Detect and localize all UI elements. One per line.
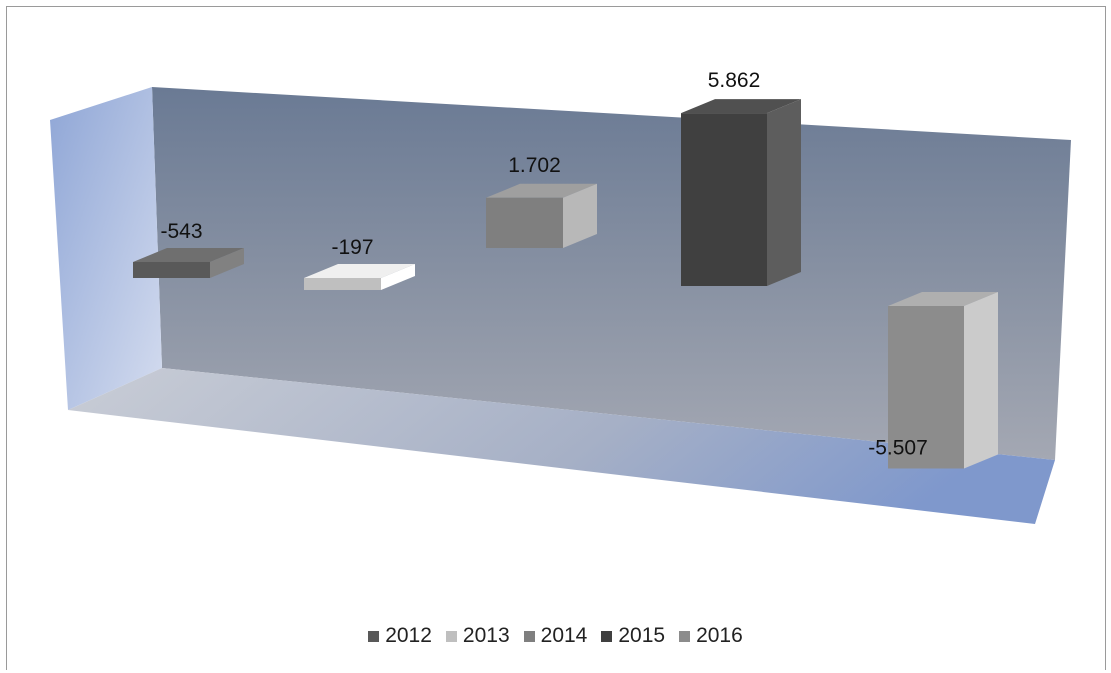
plot-walls [50,87,1071,524]
legend-item-2012: 2012 [368,624,432,648]
legend-swatch [368,630,380,642]
bar-2015 [681,99,801,286]
bar-front-face [888,306,964,469]
legend-label: 2013 [462,624,510,647]
chart-frame [6,6,1106,670]
legend-label: 2015 [618,624,666,647]
bar-front-face [681,113,767,286]
bar-2013 [304,264,415,290]
bar-side-face [964,292,998,469]
legend-swatch [679,630,691,642]
bar-2012 [133,248,244,279]
side-wall [50,87,162,410]
data-label-2014: 1.702 [508,154,561,177]
floor [68,368,1055,524]
data-label-2015: 5.862 [708,69,761,92]
bar-top-face [304,264,415,278]
legend-swatch [601,630,613,642]
bar-top-face [888,292,998,306]
legend-label: 2014 [540,624,588,647]
bar-front-face [133,262,210,279]
legend-item-2013: 2013 [445,624,510,648]
bar-side-face [767,99,801,286]
bar-2014 [486,183,597,248]
bar-2016 [888,292,998,469]
legend-label: 2016 [696,624,743,647]
bar-side-face [381,264,415,290]
back-wall [152,87,1071,460]
bar-top-face [681,99,801,114]
legend-swatch [523,630,535,642]
legend-label: 2012 [385,624,432,647]
data-label-2016: -5.507 [868,436,928,459]
legend-item-2016: 2016 [679,624,743,648]
legend: 2012 2013 2014 2015 2016 [0,624,1111,648]
legend-swatch [445,630,457,642]
bar-side-face [210,248,244,279]
bar-top-face [486,183,597,198]
data-label-2012: -543 [160,220,202,243]
legend-item-2015: 2015 [601,624,665,648]
data-label-2013: -197 [331,236,373,259]
bar-side-face [563,183,597,248]
bar-front-face [304,278,381,290]
legend-item-2014: 2014 [523,624,588,648]
bar-top-face [133,248,244,262]
bar-front-face [486,197,563,248]
